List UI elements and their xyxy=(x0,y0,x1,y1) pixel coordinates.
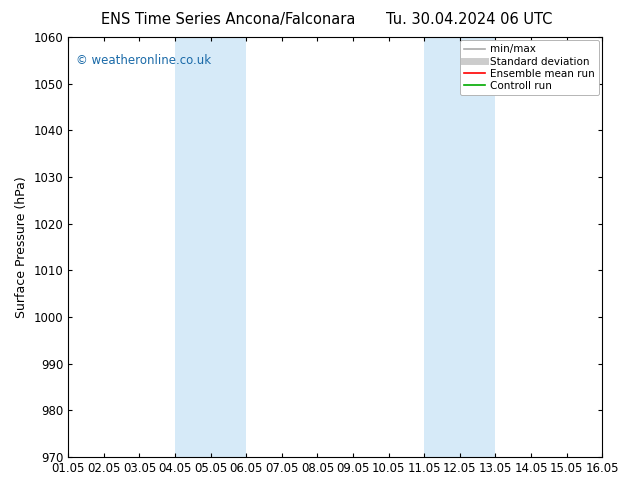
Bar xyxy=(424,37,495,457)
Text: © weatheronline.co.uk: © weatheronline.co.uk xyxy=(76,54,211,67)
Legend: min/max, Standard deviation, Ensemble mean run, Controll run: min/max, Standard deviation, Ensemble me… xyxy=(460,40,599,95)
Bar xyxy=(175,37,246,457)
Text: Tu. 30.04.2024 06 UTC: Tu. 30.04.2024 06 UTC xyxy=(386,12,552,27)
Text: ENS Time Series Ancona/Falconara: ENS Time Series Ancona/Falconara xyxy=(101,12,356,27)
Y-axis label: Surface Pressure (hPa): Surface Pressure (hPa) xyxy=(15,176,28,318)
